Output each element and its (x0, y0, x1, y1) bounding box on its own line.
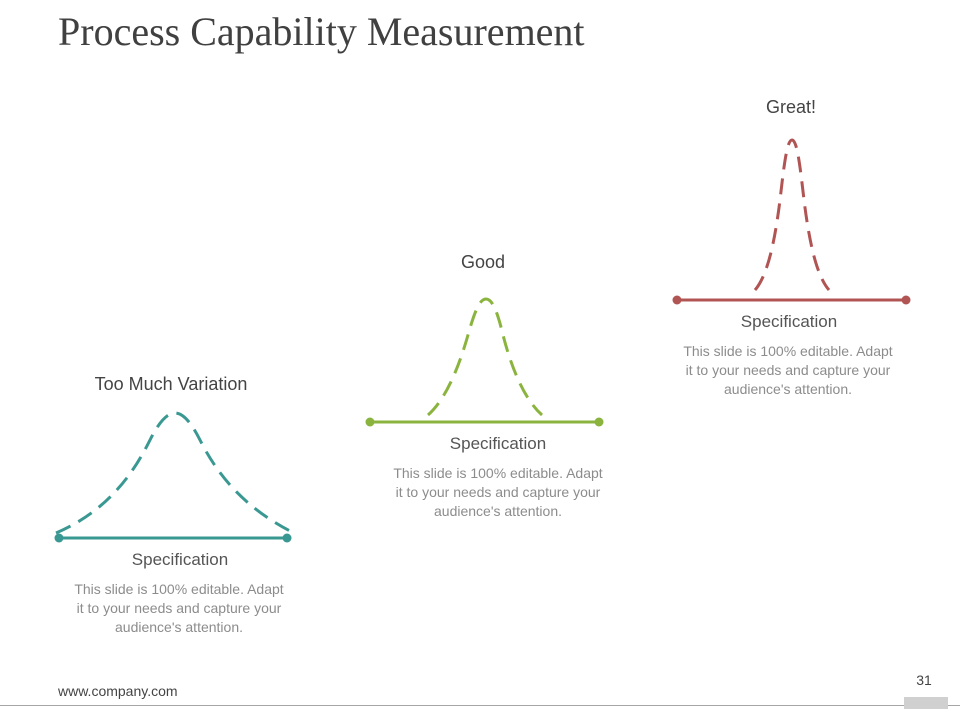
spec-endpoint-right (282, 533, 292, 543)
distribution-curve-medium (426, 297, 544, 417)
panel-too-much-variation-graphic (54, 411, 292, 543)
spec-endpoint-left (672, 295, 682, 305)
spec-label: Specification (449, 434, 547, 453)
slide-title: Process Capability Measurement (58, 9, 585, 54)
page-number: 31 (916, 672, 932, 688)
panel-label-good: Good (460, 252, 506, 272)
panel-description: This slide is 100% editable. Adapt it to… (74, 581, 284, 635)
spec-label: Specification (740, 312, 838, 331)
panel-description: This slide is 100% editable. Adapt it to… (393, 465, 603, 519)
footer-accent-block (904, 697, 948, 709)
distribution-curve-narrow (753, 138, 831, 291)
panel-good-graphic (365, 297, 604, 427)
distribution-curve-wide (55, 411, 291, 535)
spec-endpoint-left (54, 533, 64, 543)
footer-divider (0, 705, 960, 706)
spec-endpoint-left (365, 417, 375, 427)
panel-label-great: Great! (765, 97, 817, 117)
panel-label-too-much-variation: Too Much Variation (94, 374, 248, 394)
spec-label: Specification (131, 550, 229, 569)
footer-url: www.company.com (58, 683, 178, 699)
panel-great-graphic (672, 138, 911, 305)
spec-endpoint-right (594, 417, 604, 427)
spec-endpoint-right (901, 295, 911, 305)
panel-description: This slide is 100% editable. Adapt it to… (683, 343, 893, 397)
